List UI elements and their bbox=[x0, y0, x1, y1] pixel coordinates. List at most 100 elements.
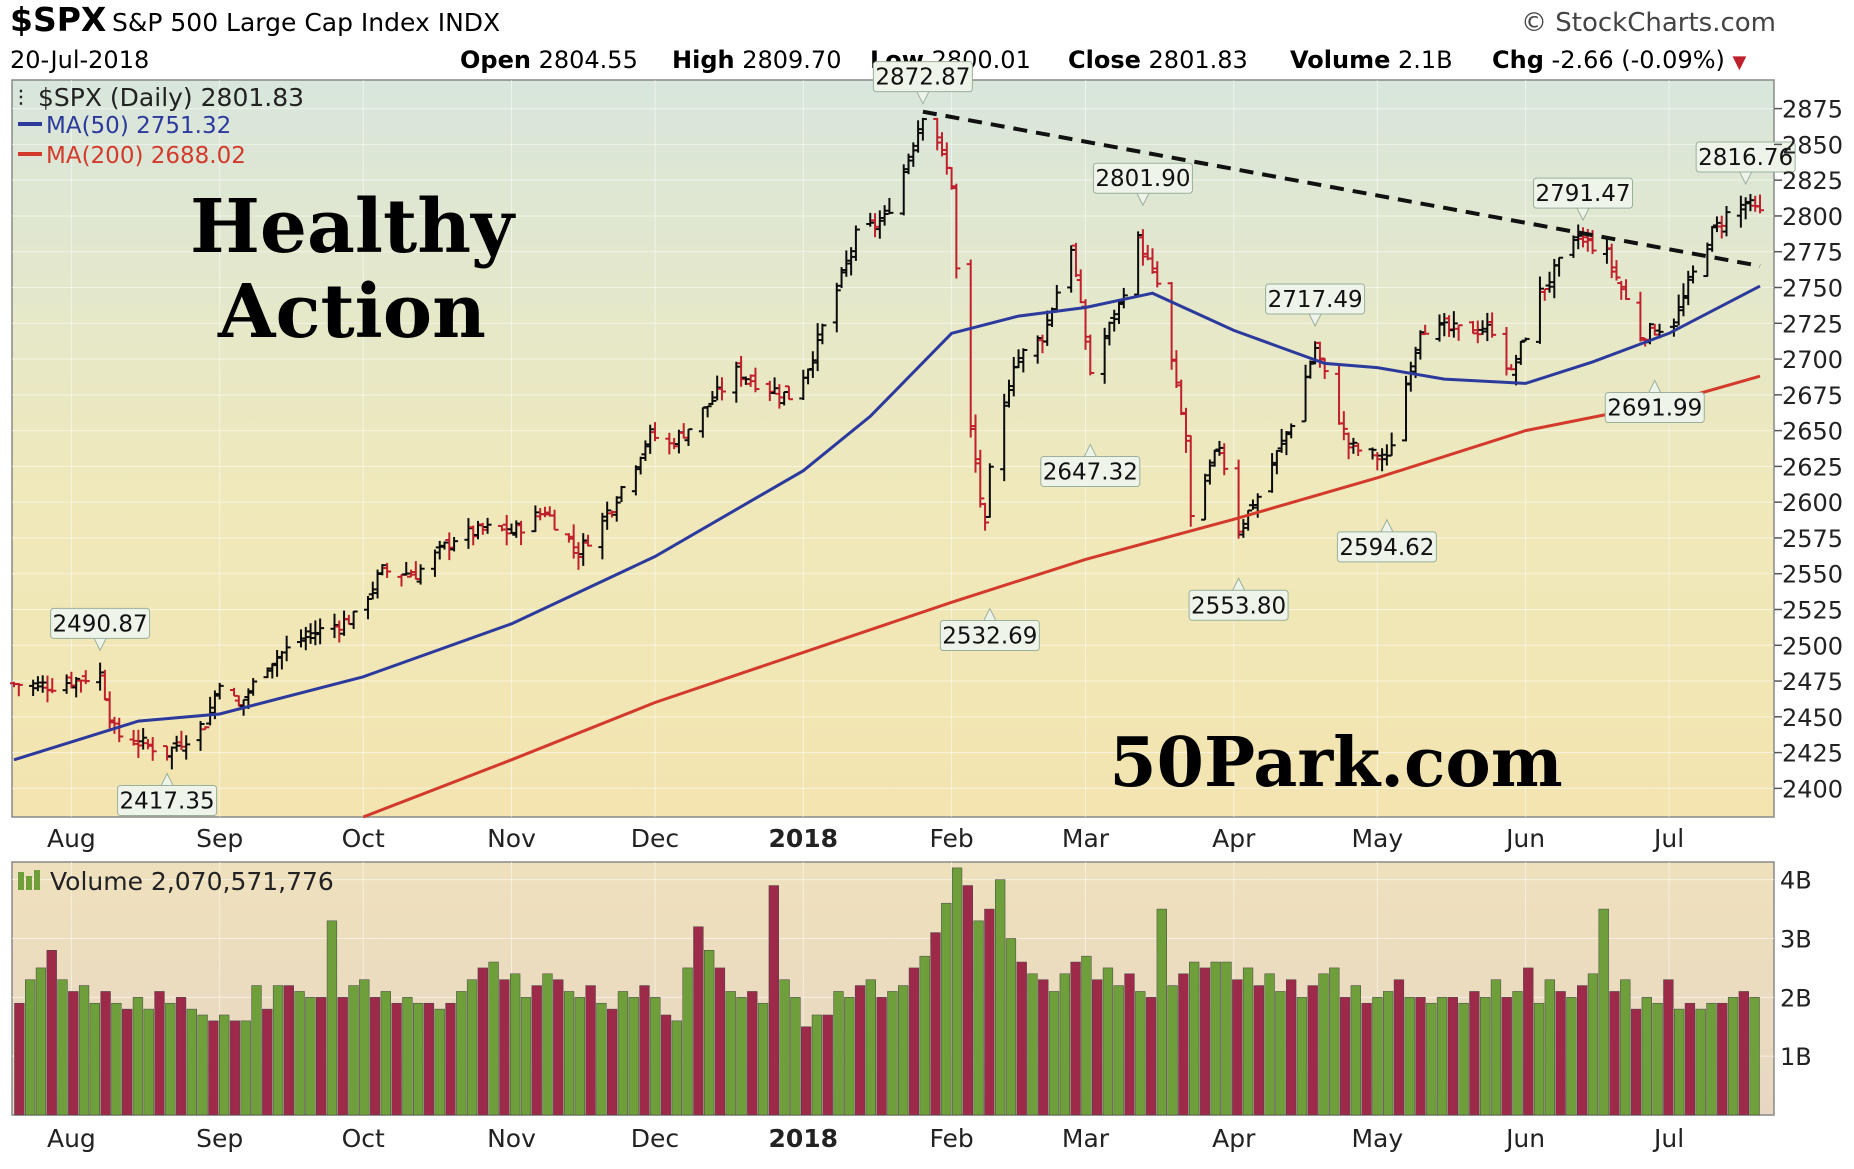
volume-bar bbox=[704, 950, 715, 1116]
price-bar bbox=[435, 540, 444, 560]
volume-bar bbox=[1318, 973, 1329, 1116]
high-stat: High 2809.70 bbox=[672, 46, 841, 74]
date-tick-label: Aug bbox=[47, 824, 96, 853]
price-bar bbox=[450, 537, 459, 552]
volume-bar bbox=[510, 973, 521, 1116]
price-tick-label: 2675 bbox=[1782, 382, 1843, 410]
price-bar bbox=[445, 532, 454, 561]
price-bar bbox=[483, 517, 492, 534]
price-bar bbox=[115, 717, 124, 743]
price-label-text: 2816.76 bbox=[1698, 145, 1793, 171]
price-bar bbox=[402, 561, 411, 576]
volume-bar bbox=[251, 985, 262, 1116]
volume-bar bbox=[423, 1002, 435, 1116]
volume-bar bbox=[337, 997, 348, 1116]
price-bar bbox=[598, 512, 607, 560]
volume-bar bbox=[1016, 961, 1027, 1116]
price-tick-label: 2500 bbox=[1782, 632, 1843, 660]
price-bar bbox=[1741, 197, 1750, 220]
price-bar bbox=[607, 510, 616, 518]
volume-bar bbox=[1296, 997, 1308, 1116]
price-bar bbox=[48, 678, 57, 694]
price-panel bbox=[11, 79, 1775, 818]
price-bar bbox=[72, 676, 81, 698]
volume-bar bbox=[736, 997, 747, 1116]
price-bar bbox=[363, 595, 372, 620]
volume-legend-icon-bar bbox=[34, 870, 40, 890]
description-text: S&P 500 Large Cap Index bbox=[112, 8, 430, 37]
price-bar bbox=[1488, 312, 1497, 338]
volume-bar bbox=[682, 967, 693, 1116]
price-bar bbox=[631, 465, 640, 496]
volume-bar bbox=[186, 1008, 197, 1116]
volume-bar bbox=[1383, 991, 1394, 1116]
price-bar bbox=[134, 729, 143, 758]
trendline bbox=[922, 109, 1761, 268]
price-bar bbox=[478, 522, 487, 535]
price-bar bbox=[62, 674, 71, 694]
price-bar bbox=[1349, 437, 1358, 454]
volume-bar bbox=[1167, 985, 1178, 1116]
date-tick-label: Jul bbox=[1652, 824, 1684, 853]
price-bar bbox=[1067, 245, 1076, 293]
volume-bar bbox=[854, 985, 866, 1116]
price-bar bbox=[1239, 519, 1248, 538]
price-label: 2594.62 bbox=[1336, 518, 1437, 563]
volume-bar bbox=[984, 908, 995, 1116]
volume-bar bbox=[1210, 961, 1221, 1116]
price-label: 2417.35 bbox=[117, 772, 218, 817]
price-bar bbox=[330, 613, 339, 639]
volume-bar bbox=[930, 932, 941, 1116]
volume-bar bbox=[1609, 991, 1620, 1116]
headline-line-1: Healthy bbox=[190, 184, 516, 270]
price-bar bbox=[679, 423, 688, 439]
price-tick-label: 2800 bbox=[1782, 203, 1843, 231]
price-bar bbox=[808, 351, 817, 378]
price-bar bbox=[885, 197, 894, 215]
price-bar bbox=[1076, 269, 1085, 304]
price-bar bbox=[1440, 313, 1449, 337]
price-tick-label: 2750 bbox=[1782, 275, 1843, 303]
volume-bar bbox=[1361, 1002, 1372, 1116]
price-label-text: 2872.87 bbox=[875, 65, 970, 91]
volume-bar bbox=[1749, 997, 1760, 1116]
volume-bar bbox=[175, 997, 187, 1116]
volume-bar bbox=[962, 885, 973, 1116]
price-bar bbox=[383, 562, 392, 579]
price-bar bbox=[732, 361, 741, 403]
date-tick-label: 2018 bbox=[768, 1124, 838, 1153]
price-bar bbox=[985, 463, 994, 518]
volume-bar bbox=[660, 1014, 672, 1116]
volume-bar bbox=[1059, 973, 1070, 1116]
ma50-line bbox=[13, 284, 1761, 762]
price-bar bbox=[1454, 324, 1463, 341]
price-bar bbox=[1167, 282, 1176, 370]
open-label: Open bbox=[460, 46, 531, 74]
price-bar bbox=[1181, 407, 1190, 453]
price-bar bbox=[148, 737, 157, 761]
price-bar bbox=[1722, 205, 1731, 237]
price-bar bbox=[316, 618, 325, 645]
date-tick-label: Dec bbox=[631, 1124, 679, 1153]
price-bar bbox=[717, 377, 726, 401]
volume-bar bbox=[628, 997, 639, 1116]
price-bar bbox=[775, 384, 784, 409]
volume-bar bbox=[973, 920, 984, 1116]
price-axis: 2400 2425 2450 2475 2500 2525 2550 2575 2600 2625… bbox=[1774, 96, 1843, 803]
price-bar bbox=[866, 212, 875, 227]
price-label-pointer bbox=[1576, 207, 1590, 222]
price-bar bbox=[1406, 361, 1415, 392]
price-bar bbox=[1043, 310, 1052, 346]
price-bar bbox=[1703, 242, 1712, 278]
price-tick-label: 2875 bbox=[1782, 96, 1843, 124]
volume-bar bbox=[693, 926, 704, 1116]
volume-bar bbox=[46, 950, 57, 1116]
source-credit[interactable]: © StockCharts.com bbox=[1520, 8, 1776, 38]
price-bar bbox=[469, 525, 478, 546]
price-bar bbox=[904, 153, 913, 175]
price-bar bbox=[550, 509, 559, 531]
price-bar bbox=[502, 514, 511, 546]
watermark: 50Park.com bbox=[1109, 723, 1562, 803]
price-tick-label: 2550 bbox=[1782, 561, 1843, 589]
price-bar bbox=[249, 678, 258, 696]
